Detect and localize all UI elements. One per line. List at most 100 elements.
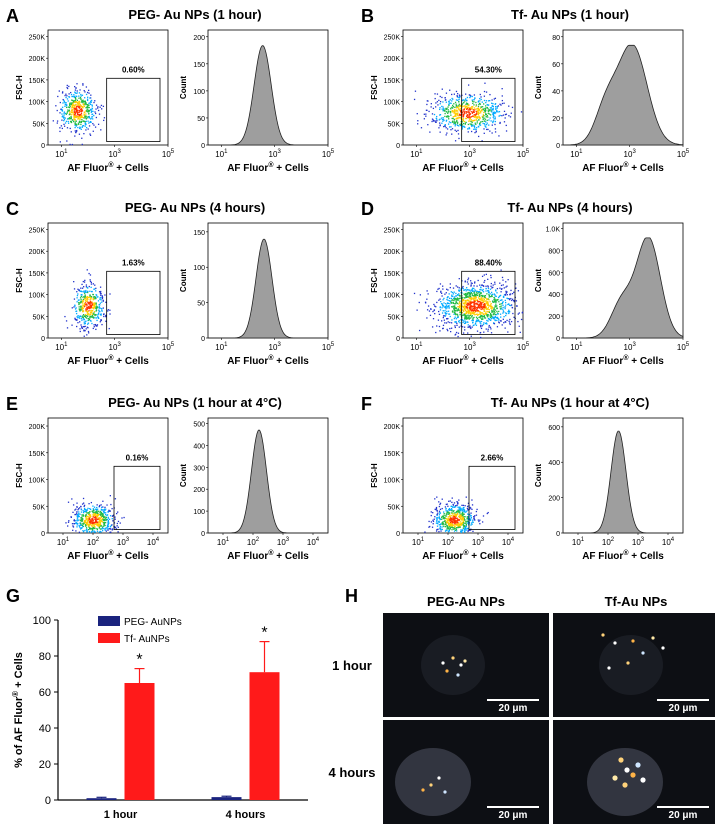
scatter-dot: [85, 103, 87, 105]
scatter-dot: [445, 523, 447, 525]
scatter-dot: [454, 321, 456, 323]
tick-exp: 2: [451, 537, 455, 543]
scatter-dot: [456, 93, 459, 95]
scatter-dot: [90, 281, 93, 284]
scatter-dot: [444, 97, 446, 99]
scatter-dot: [447, 321, 449, 323]
scatter-dot: [487, 107, 489, 110]
scatter-dot: [436, 301, 438, 304]
scatter-dot: [483, 123, 486, 125]
histogram-ytick: 500: [193, 421, 205, 428]
scatter-dot: [70, 120, 72, 123]
scatter-dot: [468, 529, 470, 531]
scatter-dot: [70, 93, 73, 96]
scatter-dot: [427, 124, 429, 126]
xlabel-tail: + Cells: [273, 163, 309, 174]
scatter-dot: [482, 285, 485, 287]
scatter-dot: [74, 109, 76, 111]
scatter-dot: [486, 128, 488, 131]
scatter-dot: [71, 106, 73, 108]
scatter-dot: [476, 306, 478, 309]
scatter-dot: [456, 522, 458, 524]
scatter-dot: [78, 104, 80, 107]
scatter-dot: [91, 303, 94, 306]
tick-label-text: 104: [307, 537, 320, 547]
scatter-ytick: 150K: [384, 78, 401, 85]
scatter-dot: [437, 104, 439, 106]
scatter-dot: [80, 108, 83, 110]
scatter-dot: [466, 306, 469, 308]
scatter-dot: [441, 108, 443, 110]
scatter-dot: [78, 103, 80, 105]
scatter-dot: [457, 522, 459, 524]
scatter-dot: [91, 313, 94, 316]
scatter-dot: [64, 103, 66, 106]
scatter-dot: [494, 306, 496, 308]
scatter-dot: [84, 525, 87, 527]
scatter-dot: [452, 510, 454, 512]
scatter-dot: [470, 289, 472, 292]
scatter-dot: [470, 514, 472, 517]
scatter-dot: [90, 101, 93, 103]
scatter-dot: [87, 120, 89, 122]
scatter-dot: [441, 518, 443, 520]
scatter-dot: [79, 310, 81, 312]
scatter-dot: [437, 310, 440, 313]
scatter-dot: [450, 121, 452, 124]
scatter-dot: [82, 310, 85, 312]
scatter-dot: [441, 507, 443, 510]
scatter-dot: [469, 304, 472, 306]
scatter-dot: [473, 292, 475, 294]
scatter-dot: [89, 97, 92, 99]
scatter-dot: [441, 526, 443, 528]
scatter-dot: [84, 125, 86, 127]
scatter-dot: [85, 509, 87, 511]
nanoparticle-spot: [601, 633, 605, 637]
scatter-dot: [73, 106, 75, 108]
scatter-dot: [470, 507, 472, 509]
scatter-dot: [441, 515, 444, 517]
scatter-dot: [455, 528, 458, 531]
scatter-dot: [103, 519, 105, 521]
scatter-dot: [478, 300, 481, 303]
scatter-dot: [474, 515, 476, 517]
scatter-dot: [95, 510, 97, 513]
scatter-dot: [460, 519, 462, 521]
scatter-ytick: 150K: [384, 451, 401, 458]
scatter-dot: [59, 130, 61, 133]
scatter-dot: [91, 519, 93, 521]
scatter-dot: [488, 324, 490, 327]
histogram-ytick: 0: [201, 336, 205, 343]
tick-label: 104: [147, 537, 160, 547]
tick-exp: 3: [117, 342, 121, 348]
scatter-dot: [88, 512, 90, 514]
scatter-dot: [442, 110, 444, 112]
scatter-dot: [480, 292, 482, 294]
scatter-dot: [78, 111, 80, 113]
scatter-dot: [82, 318, 84, 320]
scatter-dot: [511, 293, 514, 295]
scatter-dot: [464, 123, 467, 125]
scatter-dot: [71, 324, 73, 326]
scatter-dot: [488, 119, 490, 121]
gate-box: [106, 77, 161, 142]
scatter-dot: [80, 116, 83, 118]
scatter-dot: [445, 99, 447, 101]
scatter-dot: [495, 290, 497, 292]
scatter-dot: [491, 310, 494, 312]
scatter-dot: [85, 514, 88, 516]
scatter-dot: [456, 95, 458, 97]
cell-body: [587, 748, 663, 816]
scatter-dot: [459, 511, 461, 513]
scatter-dot: [455, 118, 457, 120]
scatter-dot: [70, 116, 72, 118]
scatter-dot: [444, 306, 447, 309]
scatter-dot: [480, 112, 482, 114]
scatter-dot: [469, 513, 471, 516]
scatter-dot: [465, 306, 467, 308]
scatter-dot: [451, 121, 454, 123]
scatter-dot: [461, 512, 464, 514]
scatter-dot: [461, 529, 464, 531]
tick-label: 103: [464, 149, 477, 159]
scatter-dot: [483, 103, 485, 105]
